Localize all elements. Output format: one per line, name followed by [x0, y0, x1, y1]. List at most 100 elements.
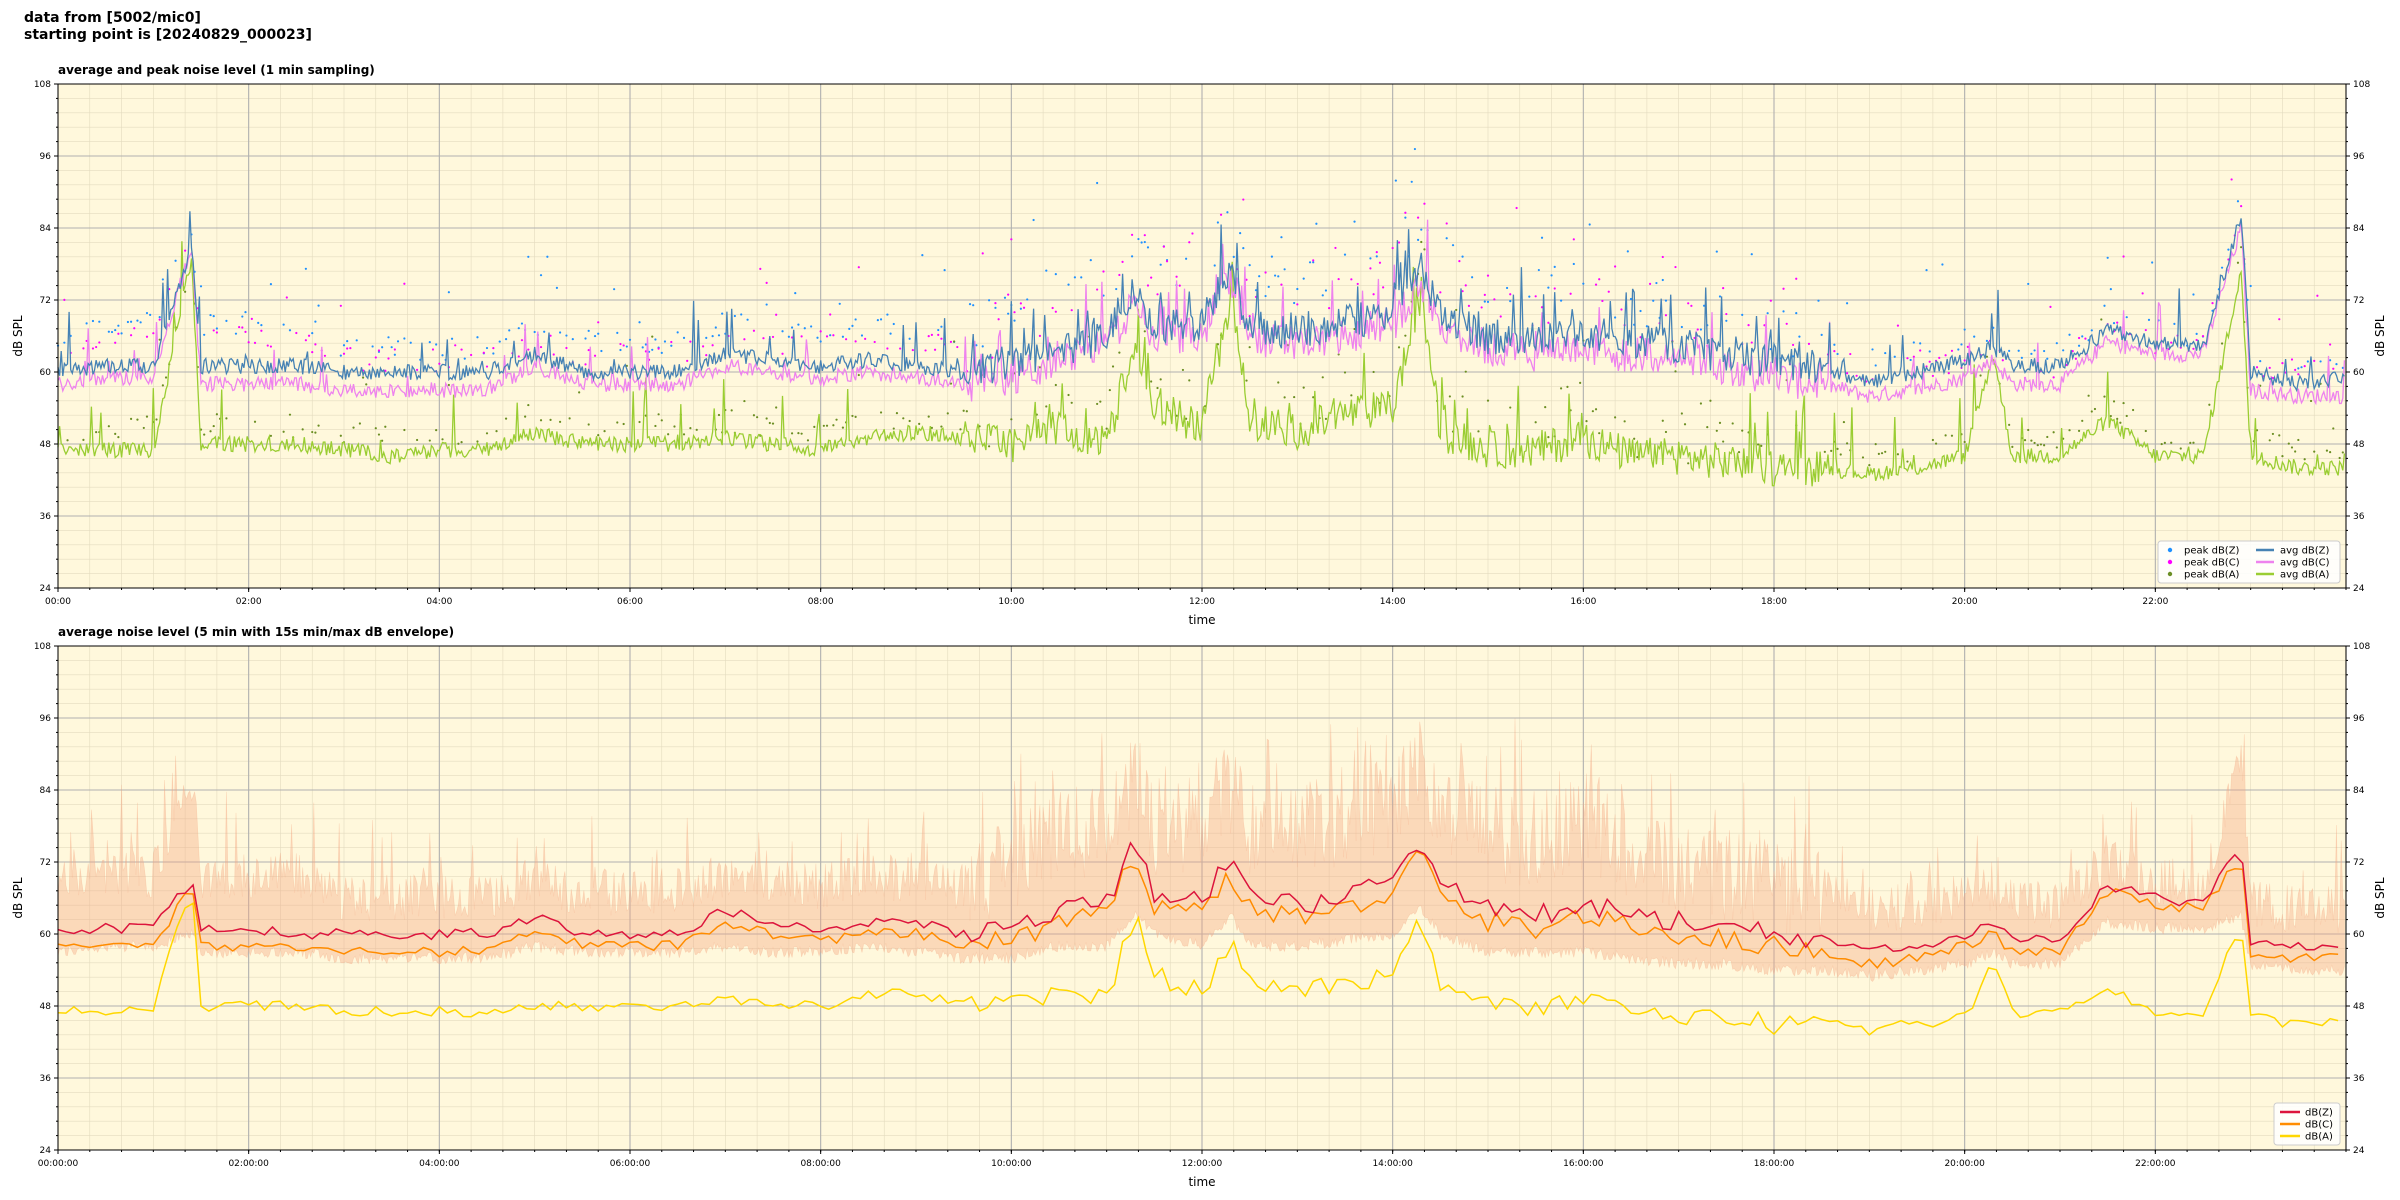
peak-point	[1687, 302, 1690, 305]
x-tick-label: 10:00:00	[991, 1159, 1032, 1169]
peak-point	[269, 434, 273, 437]
peak-point	[1283, 268, 1286, 271]
peak-point	[2112, 322, 2116, 325]
peak-point	[1973, 335, 1976, 338]
peak-point	[705, 336, 708, 339]
peak-point	[1185, 417, 1188, 420]
peak-point	[66, 439, 69, 442]
peak-point	[981, 345, 984, 348]
peak-point	[1451, 244, 1455, 247]
peak-point	[129, 417, 133, 421]
peak-point	[1979, 374, 1982, 377]
peak-point	[549, 334, 552, 337]
peak-point	[1588, 223, 1591, 226]
peak-point	[829, 313, 832, 316]
panel-title: average and peak noise level (1 min samp…	[58, 63, 375, 77]
peak-point	[492, 352, 495, 355]
peak-point	[1051, 306, 1054, 310]
peak-point	[1111, 365, 1115, 368]
peak-point	[91, 347, 95, 350]
peak-point	[199, 285, 203, 288]
peak-point	[450, 337, 454, 340]
peak-point	[2046, 357, 2049, 360]
peak-point	[396, 340, 400, 343]
peak-point	[384, 425, 387, 428]
peak-point	[1607, 290, 1610, 293]
peak-point	[1118, 351, 1121, 354]
peak-point	[2033, 349, 2036, 352]
peak-point	[841, 426, 845, 429]
peak-point	[517, 355, 520, 358]
legend-label: dB(Z)	[2305, 1108, 2333, 1119]
peak-point	[2341, 451, 2344, 454]
peak-point	[899, 347, 902, 350]
peak-point	[1934, 442, 1938, 445]
peak-point	[1458, 260, 1461, 263]
peak-point	[1919, 342, 1922, 345]
peak-point	[597, 332, 600, 335]
peak-point	[686, 359, 689, 362]
peak-point	[2236, 261, 2240, 264]
peak-point	[2173, 322, 2176, 325]
peak-point	[158, 318, 161, 321]
peak-point	[584, 337, 587, 340]
peak-point	[1620, 308, 1623, 311]
peak-point	[857, 266, 860, 269]
peak-point	[587, 329, 590, 332]
peak-point	[781, 352, 784, 355]
peak-point	[1757, 443, 1760, 446]
peak-point	[886, 347, 889, 350]
peak-point	[2160, 442, 2163, 446]
peak-point	[403, 428, 406, 432]
x-tick-label: 12:00:00	[1182, 1159, 1223, 1169]
peak-point	[1718, 295, 1722, 298]
peak-point	[1795, 277, 1798, 280]
peak-point	[2332, 427, 2335, 430]
peak-point	[1312, 396, 1315, 399]
axis-ticks	[54, 83, 2350, 592]
peak-point	[876, 319, 879, 322]
peak-point	[117, 324, 120, 327]
peak-point	[965, 410, 968, 413]
peak-point	[1839, 453, 1842, 456]
peak-point	[714, 326, 717, 329]
peak-point	[339, 434, 342, 437]
peak-point	[597, 434, 600, 437]
legend-label: dB(C)	[2305, 1120, 2333, 1131]
peak-point	[2119, 421, 2122, 424]
peak-point	[803, 327, 806, 330]
peak-point	[946, 412, 949, 415]
peak-point	[2189, 441, 2192, 444]
x-tick-label: 00:00	[45, 597, 71, 607]
peak-point	[775, 406, 778, 409]
peak-point	[371, 345, 374, 348]
peak-point	[149, 313, 152, 316]
peak-point	[269, 283, 273, 286]
peak-point	[2122, 401, 2125, 405]
peak-point	[1191, 232, 1194, 235]
peak-point	[1547, 286, 1550, 289]
peak-point	[835, 418, 838, 421]
peak-point	[1461, 290, 1464, 293]
peak-point	[819, 330, 822, 333]
peak-point	[1248, 346, 1251, 349]
peak-point	[2030, 439, 2033, 442]
avg-line-a	[57, 241, 2346, 487]
peak-point	[520, 339, 524, 342]
peak-point	[2116, 321, 2119, 324]
peak-point	[1833, 343, 1836, 346]
peak-point	[2268, 366, 2271, 369]
peak-point	[485, 432, 489, 435]
peak-point	[1639, 309, 1642, 313]
peak-point	[2313, 450, 2316, 453]
peak-point	[1709, 399, 1712, 402]
peak-point	[1369, 267, 1372, 270]
x-tick-label: 00:00:00	[38, 1159, 79, 1169]
peak-point	[1464, 370, 1467, 373]
peak-point	[1461, 255, 1464, 258]
peak-point	[1664, 314, 1668, 317]
peak-point	[2087, 394, 2090, 397]
peak-point	[1293, 395, 1296, 399]
peak-point	[2290, 446, 2294, 449]
peak-point	[250, 317, 253, 320]
